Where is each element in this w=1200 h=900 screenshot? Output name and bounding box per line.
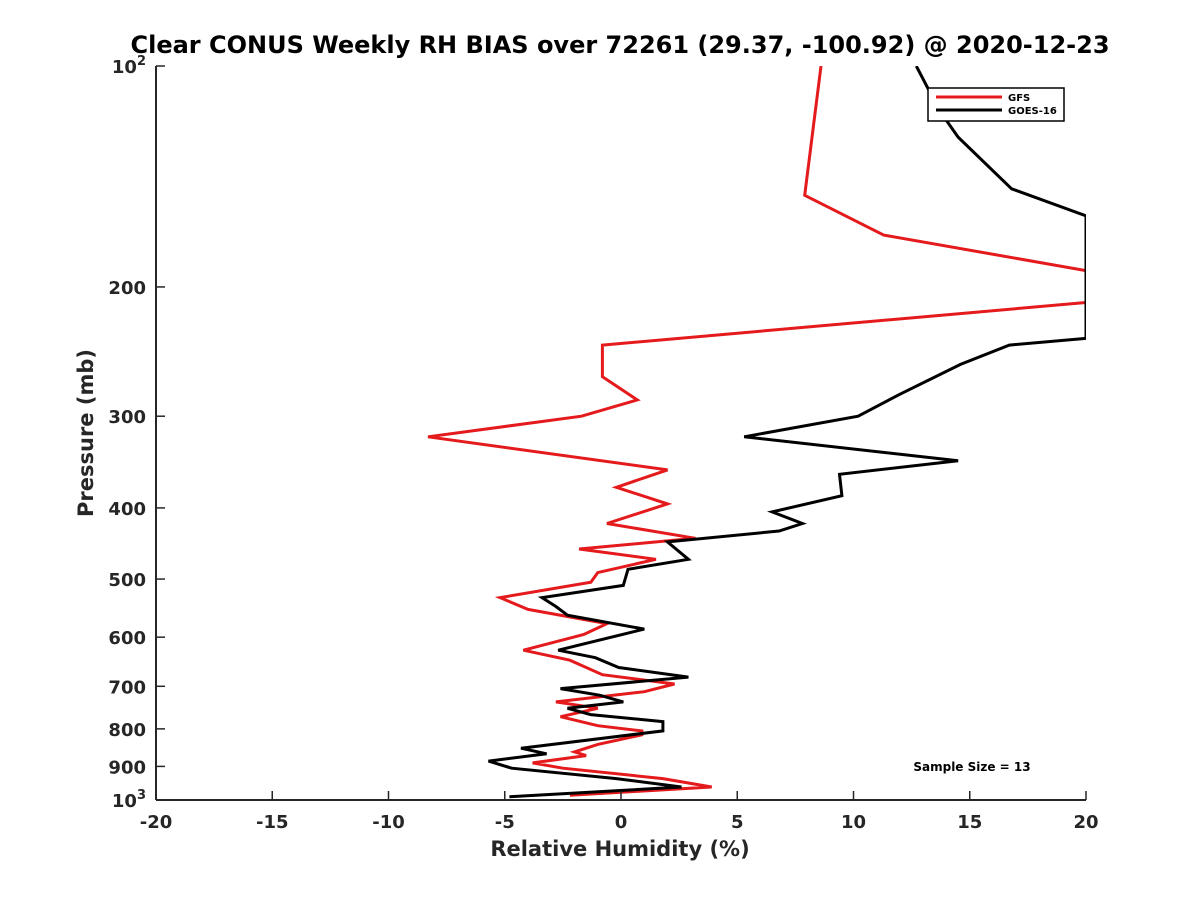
y-tick-label: 900 <box>108 757 146 778</box>
x-tick-label: -15 <box>256 812 289 833</box>
y-tick-label: 700 <box>108 677 146 698</box>
x-tick-label: 5 <box>731 812 744 833</box>
y-tick-label: 400 <box>108 499 146 520</box>
y-tick-label: 200 <box>108 278 146 299</box>
y-tick-label: 600 <box>108 628 146 649</box>
plot-area: -20 -15 -10 -5 0 5 10 15 20 102 200 300 400 500 600 700… <box>108 54 1098 833</box>
y-tick-label: 102 <box>112 54 146 78</box>
legend-label-goes-16: GOES-16 <box>1008 106 1057 117</box>
x-axis-label: Relative Humidity (%) <box>490 837 749 861</box>
x-tick-label: 20 <box>1073 812 1098 833</box>
series-line-gfs <box>427 66 1086 797</box>
legend: GFS GOES-16 <box>927 87 1065 122</box>
x-tick-label: -20 <box>140 812 173 833</box>
y-tick-label: 800 <box>108 720 146 741</box>
x-tick-label: 0 <box>615 812 628 833</box>
sample-size-annotation: Sample Size = 13 <box>913 760 1030 774</box>
x-tick-label: -5 <box>495 812 515 833</box>
series-line-goes-16 <box>488 66 1086 799</box>
y-tick-label: 103 <box>112 788 146 812</box>
legend-box <box>927 87 1065 122</box>
y-tick-label: 300 <box>108 407 146 428</box>
chart-title: Clear CONUS Weekly RH BIAS over 72261 (2… <box>130 31 1109 59</box>
y-axis-label: Pressure (mb) <box>74 349 98 517</box>
y-tick-label: 500 <box>108 570 146 591</box>
x-tick-label: 15 <box>957 812 982 833</box>
x-tick-label: 10 <box>841 812 866 833</box>
x-tick-label: -10 <box>372 812 405 833</box>
legend-label-gfs: GFS <box>1008 93 1030 104</box>
